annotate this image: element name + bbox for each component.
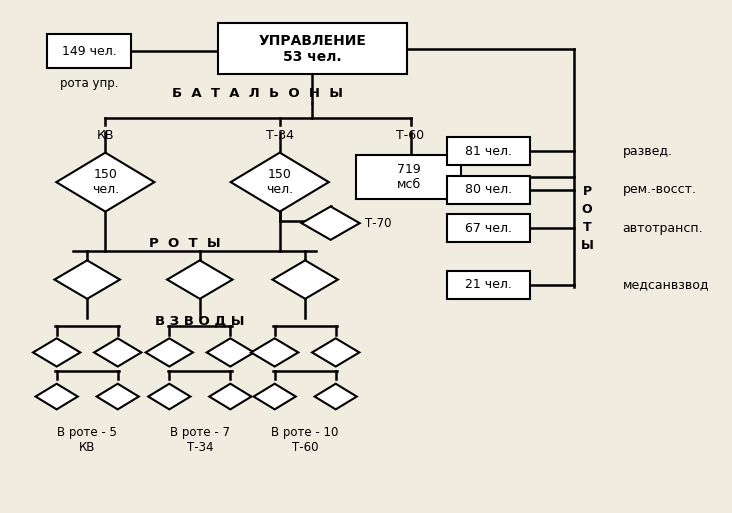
Polygon shape — [94, 339, 141, 366]
Polygon shape — [315, 384, 356, 409]
Text: 149 чел.: 149 чел. — [61, 45, 116, 57]
Polygon shape — [36, 384, 78, 409]
Text: Р  О  Т  Ы: Р О Т Ы — [149, 237, 221, 250]
Text: 81 чел.: 81 чел. — [465, 145, 512, 158]
Text: 150
чел.: 150 чел. — [266, 168, 294, 196]
Polygon shape — [149, 384, 190, 409]
Polygon shape — [272, 261, 338, 299]
Polygon shape — [209, 384, 251, 409]
Polygon shape — [97, 384, 139, 409]
Text: рем.-восст.: рем.-восст. — [623, 183, 697, 196]
Polygon shape — [253, 384, 296, 409]
Text: автотрансп.: автотрансп. — [623, 222, 703, 235]
Text: В роте - 10
Т-60: В роте - 10 Т-60 — [272, 426, 339, 454]
FancyBboxPatch shape — [447, 175, 531, 204]
Polygon shape — [206, 339, 254, 366]
Text: В роте - 7
Т-34: В роте - 7 Т-34 — [170, 426, 230, 454]
Text: рота упр.: рота упр. — [60, 77, 119, 90]
Text: КВ: КВ — [97, 129, 114, 142]
FancyBboxPatch shape — [218, 23, 407, 74]
Text: Т-34: Т-34 — [266, 129, 294, 142]
Text: Т-60: Т-60 — [397, 129, 425, 142]
Text: В роте - 5
КВ: В роте - 5 КВ — [57, 426, 117, 454]
Text: 719
мсб: 719 мсб — [397, 163, 421, 191]
Text: 80 чел.: 80 чел. — [465, 183, 512, 196]
Polygon shape — [251, 339, 298, 366]
Polygon shape — [302, 207, 359, 240]
Text: Р
О
Т
Ы: Р О Т Ы — [580, 185, 594, 251]
Text: 150
чел.: 150 чел. — [92, 168, 119, 196]
Text: 67 чел.: 67 чел. — [465, 222, 512, 235]
Text: Б  А  Т  А  Л  Ь  О  Н  Ы: Б А Т А Л Ь О Н Ы — [173, 87, 343, 100]
Text: Т-70: Т-70 — [365, 216, 392, 230]
FancyBboxPatch shape — [48, 34, 131, 68]
Polygon shape — [146, 339, 193, 366]
Polygon shape — [54, 261, 120, 299]
Text: УПРАВЛЕНИЕ
53 чел.: УПРАВЛЕНИЕ 53 чел. — [258, 34, 367, 64]
FancyBboxPatch shape — [356, 155, 461, 199]
FancyBboxPatch shape — [447, 271, 531, 299]
Polygon shape — [167, 261, 233, 299]
Text: медсанвзвод: медсанвзвод — [623, 278, 709, 291]
Polygon shape — [56, 153, 154, 212]
Polygon shape — [231, 153, 329, 212]
Text: 21 чел.: 21 чел. — [466, 278, 512, 291]
Polygon shape — [33, 339, 81, 366]
Text: развед.: развед. — [623, 145, 673, 158]
FancyBboxPatch shape — [447, 137, 531, 165]
FancyBboxPatch shape — [447, 214, 531, 243]
Text: В З В О Д Ы: В З В О Д Ы — [155, 314, 244, 327]
Polygon shape — [312, 339, 359, 366]
